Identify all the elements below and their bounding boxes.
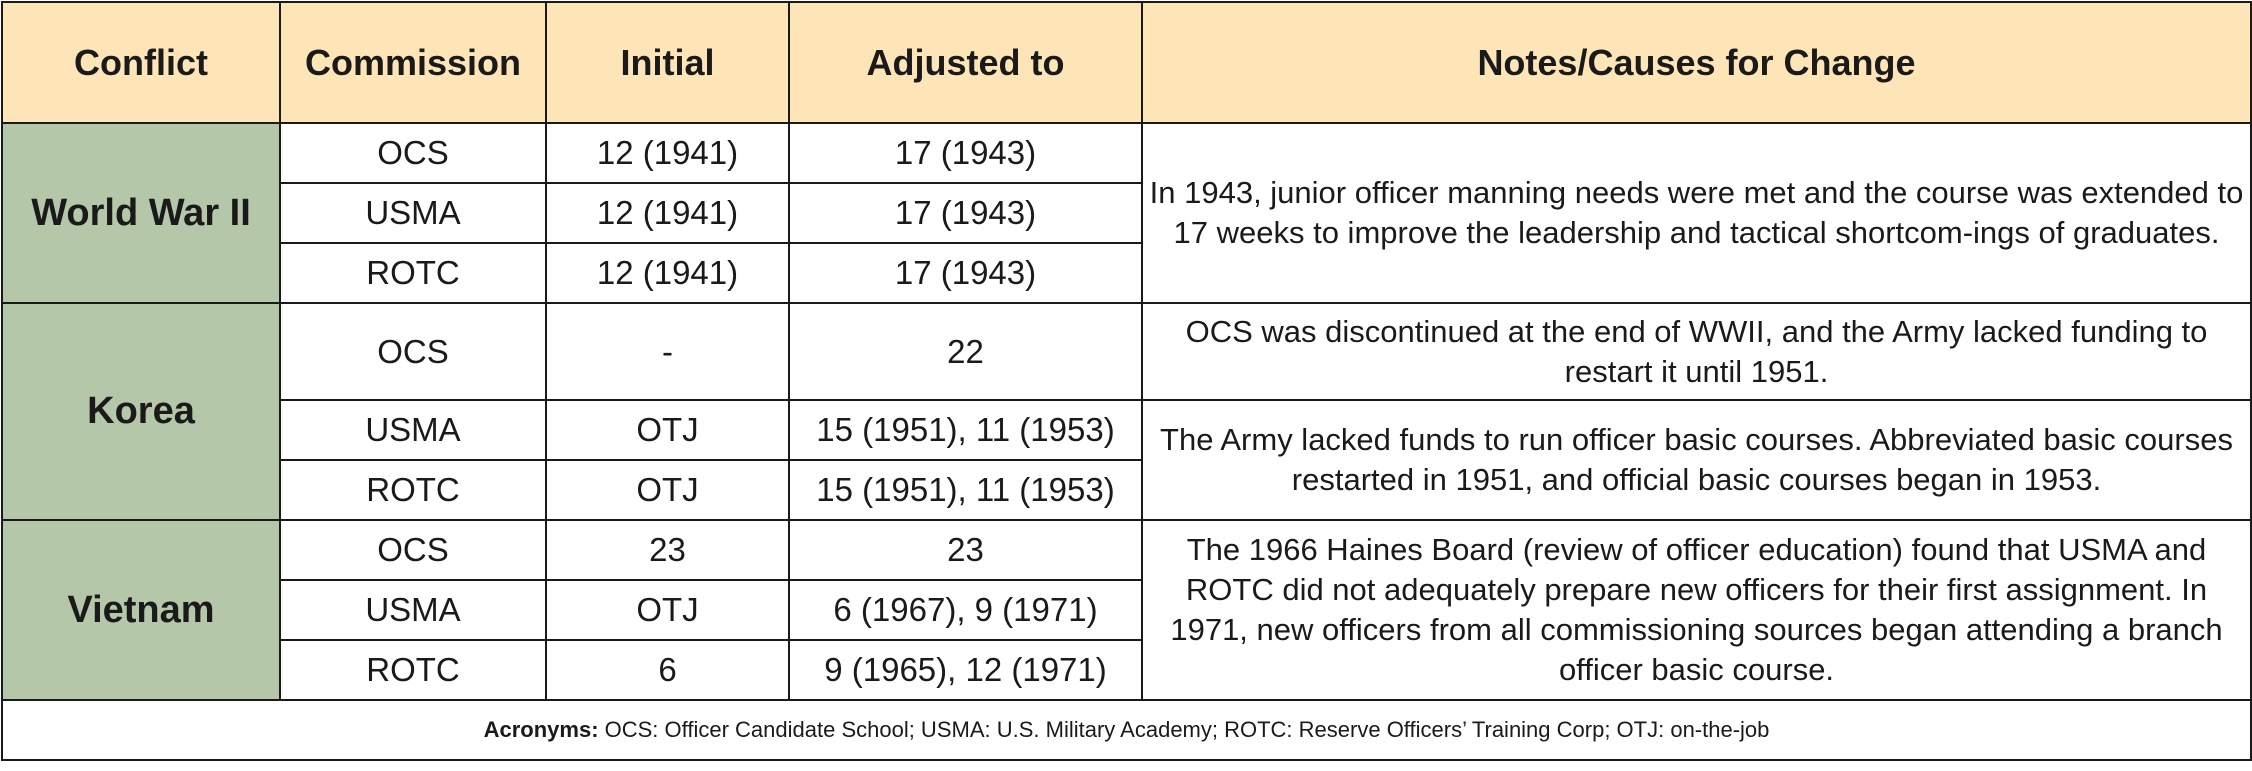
adjusted-cell: 9 (1965), 12 (1971)	[788, 639, 1143, 701]
notes-cell-korea-ocs: OCS was discontinued at the end of WWII,…	[1141, 302, 2252, 401]
adjusted-cell: 15 (1951), 11 (1953)	[788, 459, 1143, 521]
commission-cell: OCS	[279, 302, 547, 401]
acronyms-note: Acronyms: OCS: Officer Candidate School;…	[1, 699, 2252, 761]
header-commission: Commission	[279, 1, 547, 124]
initial-cell: -	[545, 302, 790, 401]
table-row: ROTC 6 9 (1965), 12 (1971)	[2, 639, 2251, 701]
header-notes: Notes/Causes for Change	[1141, 1, 2252, 124]
header-conflict: Conflict	[1, 1, 281, 124]
adjusted-cell: 17 (1943)	[788, 182, 1143, 244]
initial-cell: 6	[545, 639, 790, 701]
table-row: Korea OCS - 22 OCS was discontinued at t…	[1, 302, 2252, 521]
notes-cell-vietnam: The 1966 Haines Board (review of officer…	[1141, 519, 2252, 701]
commission-cell: ROTC	[279, 459, 547, 521]
header-adjusted-to: Adjusted to	[788, 1, 1143, 124]
commission-cell: USMA	[279, 182, 547, 244]
conflict-cell-korea: Korea	[1, 302, 281, 521]
table-row: ROTC OTJ 15 (1951), 11 (1953)	[2, 459, 2251, 521]
conflict-cell-vietnam: Vietnam	[1, 519, 281, 701]
commission-cell: ROTC	[279, 242, 547, 304]
initial-cell: 12 (1941)	[545, 122, 790, 184]
commission-cell: USMA	[279, 399, 547, 461]
acronyms-label: Acronyms:	[483, 717, 599, 742]
initial-cell: OTJ	[545, 459, 790, 521]
adjusted-cell: 15 (1951), 11 (1953)	[788, 399, 1143, 461]
commission-cell: USMA	[279, 579, 547, 641]
initial-cell: 12 (1941)	[545, 182, 790, 244]
acronyms-text: OCS: Officer Candidate School; USMA: U.S…	[598, 717, 1770, 742]
table-row: World War II OCS 12 (1941) 17 (1943) In …	[1, 122, 2252, 304]
commission-cell: OCS	[279, 519, 547, 581]
adjusted-cell: 22	[788, 302, 1143, 401]
table-row: USMA 12 (1941) 17 (1943)	[2, 182, 2251, 244]
notes-cell-korea-basic: The Army lacked funds to run officer bas…	[1141, 399, 2252, 521]
table-row: ROTC 12 (1941) 17 (1943)	[2, 242, 2251, 304]
adjusted-cell: 17 (1943)	[788, 242, 1143, 304]
adjusted-cell: 6 (1967), 9 (1971)	[788, 579, 1143, 641]
table-row: USMA OTJ 6 (1967), 9 (1971)	[2, 579, 2251, 641]
table-row: Vietnam OCS 23 23 The 1966 Haines Board …	[1, 519, 2252, 701]
initial-cell: 12 (1941)	[545, 242, 790, 304]
footer-row: Acronyms: OCS: Officer Candidate School;…	[1, 699, 2252, 761]
adjusted-cell: 23	[788, 519, 1143, 581]
commission-cell: OCS	[279, 122, 547, 184]
initial-cell: 23	[545, 519, 790, 581]
table-row: USMA OTJ 15 (1951), 11 (1953) The Army l…	[2, 399, 2252, 521]
commission-cell: ROTC	[279, 639, 547, 701]
header-row: Conflict Commission Initial Adjusted to …	[1, 1, 2252, 124]
header-initial: Initial	[545, 1, 790, 124]
notes-cell-wwii: In 1943, junior officer manning needs we…	[1141, 122, 2252, 304]
initial-cell: OTJ	[545, 399, 790, 461]
initial-cell: OTJ	[545, 579, 790, 641]
adjusted-cell: 17 (1943)	[788, 122, 1143, 184]
conflict-cell-wwii: World War II	[1, 122, 281, 304]
